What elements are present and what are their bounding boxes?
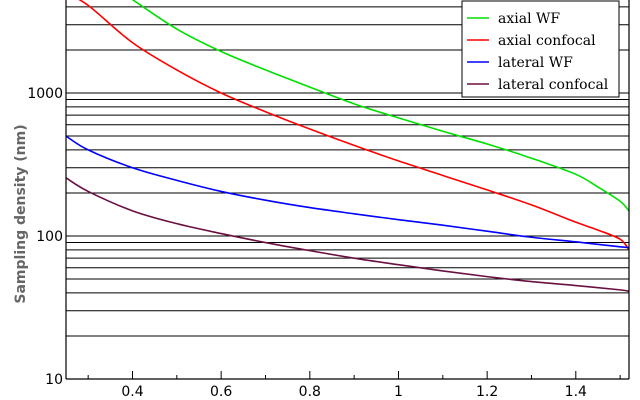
series-line-axial-wf <box>132 0 629 212</box>
x-tick-label: 0.8 <box>299 384 321 400</box>
legend-label: axial confocal <box>498 33 596 49</box>
y-tick-label: 10 <box>45 372 63 388</box>
series-lines <box>66 0 629 293</box>
axes <box>65 0 630 380</box>
x-tick-label: 0.6 <box>210 384 232 400</box>
series-line-lateral-wf <box>66 135 629 249</box>
y-tick-label: 1000 <box>27 86 63 102</box>
series-line-lateral-confocal <box>66 177 629 293</box>
legend-label: axial WF <box>498 11 560 27</box>
legend-box <box>461 0 620 98</box>
x-tick-label: 0.4 <box>121 384 143 400</box>
legend: axial WF axial confocal lateral WF lateral … <box>461 0 620 98</box>
tick-labels: 0.4 0.6 0.8 1 1.2 1.4 10 100 1000 <box>27 86 587 400</box>
legend-label: lateral WF <box>498 55 573 71</box>
y-tick-label: 100 <box>36 229 63 245</box>
x-tick-label: 1.2 <box>476 384 498 400</box>
x-tick-label: 1 <box>394 384 403 400</box>
x-tick-label: 1.4 <box>565 384 587 400</box>
series-line-axial-confocal <box>78 0 629 251</box>
legend-label: lateral confocal <box>498 77 609 93</box>
y-axis-label: Sampling density (nm) <box>13 124 29 303</box>
